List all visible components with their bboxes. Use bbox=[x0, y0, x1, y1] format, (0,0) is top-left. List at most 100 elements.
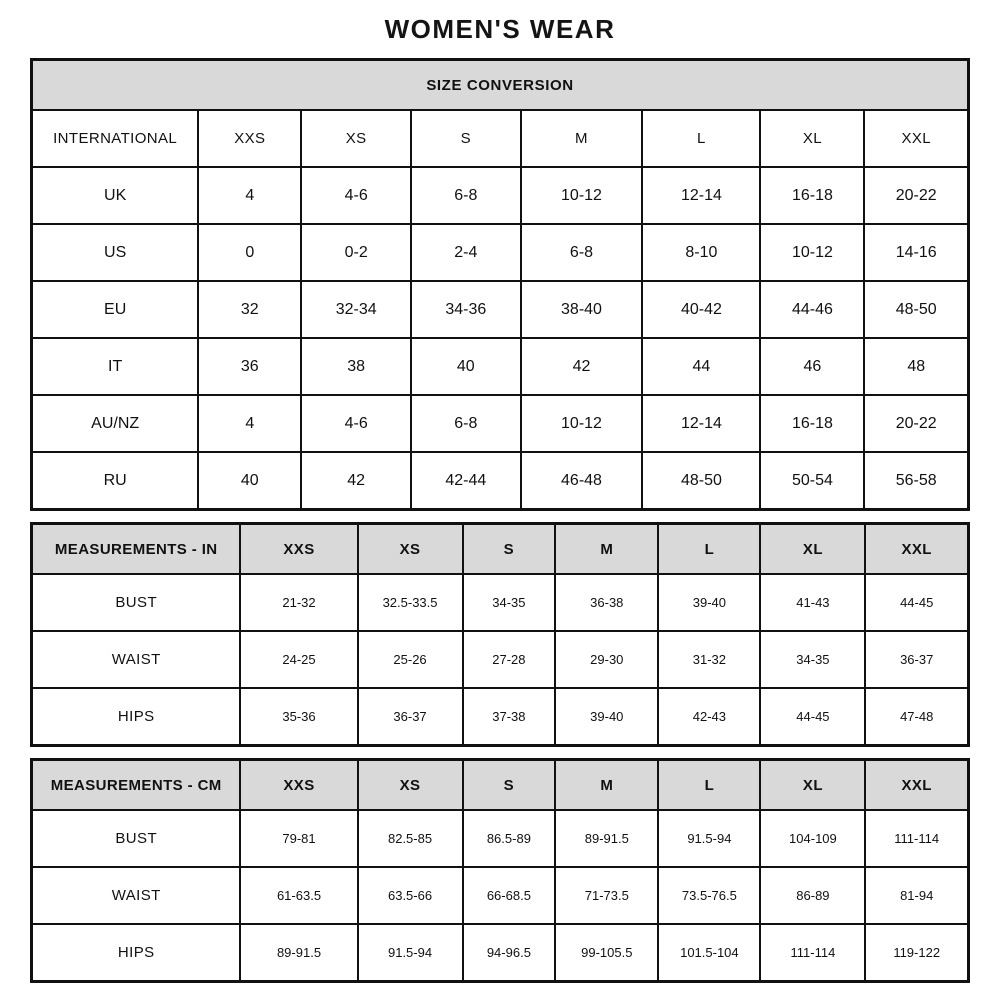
size_conversion-it-xxl: 48 bbox=[863, 337, 970, 396]
measurements_cm-bust-m: 89-91.5 bbox=[554, 809, 660, 868]
size_conversion-au-nz-xs: 4-6 bbox=[300, 394, 412, 453]
measurements_cm-waist-l: 73.5-76.5 bbox=[657, 866, 762, 925]
measurements_in-header-l: L bbox=[657, 522, 762, 575]
measurements_cm-hips-xl: 111-114 bbox=[759, 923, 867, 983]
measurements_cm-row-hips: HIPS 89-91.5 91.5-94 94-96.5 99-105.5 101.5-1… bbox=[30, 923, 970, 983]
measurements_cm-header-xxl: XXL bbox=[864, 758, 970, 811]
measurements-in-table: MEASUREMENTS - IN XXS XS S M L XL XXL BUST 21-32 3… bbox=[30, 522, 970, 747]
size_conversion-us-xl: 10-12 bbox=[759, 223, 866, 282]
measurements_in-bust-xxl: 44-45 bbox=[864, 573, 970, 632]
measurements_cm-hips-xxl: 119-122 bbox=[864, 923, 970, 983]
measurements_cm-waist-xxs: 61-63.5 bbox=[239, 866, 359, 925]
size_conversion-header-xxl: XXL bbox=[863, 109, 970, 168]
row-label: US bbox=[30, 223, 200, 282]
measurements_cm-bust-xxl: 111-114 bbox=[864, 809, 970, 868]
measurements_cm-row-waist: WAIST 61-63.5 63.5-66 66-68.5 71-73.5 73.5-76… bbox=[30, 866, 970, 925]
measurements_cm-header-m: M bbox=[554, 758, 660, 811]
size_conversion-ru-xxs: 40 bbox=[197, 451, 303, 511]
measurements_in-header-xs: XS bbox=[356, 522, 464, 575]
size_conversion-eu-xxl: 48-50 bbox=[863, 280, 970, 339]
measurements_cm-bust-xl: 104-109 bbox=[759, 809, 867, 868]
size_conversion-ru-xl: 50-54 bbox=[759, 451, 866, 511]
measurements_in-bust-l: 39-40 bbox=[657, 573, 762, 632]
measurements_in-bust-s: 34-35 bbox=[461, 573, 557, 632]
measurements_in-waist-xl: 34-35 bbox=[759, 630, 867, 689]
row-label: EU bbox=[30, 280, 200, 339]
size_conversion-title-row: SIZE CONVERSION bbox=[30, 58, 970, 111]
measurements_in-header-row: MEASUREMENTS - IN XXS XS S M L XL XXL bbox=[30, 522, 970, 575]
measurements_cm-header-xl: XL bbox=[759, 758, 867, 811]
size_conversion-row-uk: UK 4 4-6 6-8 10-12 12-14 16-18 20-22 bbox=[30, 166, 970, 225]
row-label: BUST bbox=[30, 809, 242, 868]
size_conversion-it-xxs: 36 bbox=[197, 337, 303, 396]
size_conversion-header-m: M bbox=[519, 109, 644, 168]
size_conversion-uk-xxs: 4 bbox=[197, 166, 303, 225]
measurements_cm-hips-xs: 91.5-94 bbox=[356, 923, 464, 983]
size_conversion-au-nz-l: 12-14 bbox=[641, 394, 762, 453]
size_conversion-ru-m: 46-48 bbox=[519, 451, 644, 511]
size_conversion-eu-xxs: 32 bbox=[197, 280, 303, 339]
measurements_cm-hips-l: 101.5-104 bbox=[657, 923, 762, 983]
size_conversion-au-nz-xxs: 4 bbox=[197, 394, 303, 453]
row-label: AU/NZ bbox=[30, 394, 200, 453]
measurements_in-header-xxs: XXS bbox=[239, 522, 359, 575]
size_conversion-us-xxs: 0 bbox=[197, 223, 303, 282]
size_conversion-row-au-nz: AU/NZ 4 4-6 6-8 10-12 12-14 16-18 20-22 bbox=[30, 394, 970, 453]
measurements-cm-table: MEASUREMENTS - CM XXS XS S M L XL XXL BUST 79-81 8… bbox=[30, 758, 970, 983]
measurements_cm-hips-m: 99-105.5 bbox=[554, 923, 660, 983]
size_conversion-ru-xs: 42 bbox=[300, 451, 412, 511]
measurements_in-row-hips: HIPS 35-36 36-37 37-38 39-40 42-43 44-45 47-48 bbox=[30, 687, 970, 747]
measurements_in-hips-m: 39-40 bbox=[554, 687, 660, 747]
measurements_in-bust-m: 36-38 bbox=[554, 573, 660, 632]
measurements_in-hips-l: 42-43 bbox=[657, 687, 762, 747]
size_conversion-header-s: S bbox=[409, 109, 522, 168]
size_conversion-au-nz-xxl: 20-22 bbox=[863, 394, 970, 453]
size_conversion-eu-m: 38-40 bbox=[519, 280, 644, 339]
size_conversion-au-nz-s: 6-8 bbox=[409, 394, 522, 453]
measurements_in-row-waist: WAIST 24-25 25-26 27-28 29-30 31-32 34-35 36-37 bbox=[30, 630, 970, 689]
size_conversion-it-s: 40 bbox=[409, 337, 522, 396]
row-label: HIPS bbox=[30, 687, 242, 747]
size_conversion-us-l: 8-10 bbox=[641, 223, 762, 282]
measurements_in-header-s: S bbox=[461, 522, 557, 575]
size_conversion-eu-l: 40-42 bbox=[641, 280, 762, 339]
row-label: UK bbox=[30, 166, 200, 225]
size_conversion-uk-xl: 16-18 bbox=[759, 166, 866, 225]
size_conversion-uk-l: 12-14 bbox=[641, 166, 762, 225]
row-label: RU bbox=[30, 451, 200, 511]
measurements_cm-header-xxs: XXS bbox=[239, 758, 359, 811]
size_conversion-header-xl: XL bbox=[759, 109, 866, 168]
measurements_cm-bust-l: 91.5-94 bbox=[657, 809, 762, 868]
measurements_in-bust-xl: 41-43 bbox=[759, 573, 867, 632]
measurements_in-waist-xxs: 24-25 bbox=[239, 630, 359, 689]
measurements_in-waist-xs: 25-26 bbox=[356, 630, 464, 689]
size_conversion-ru-s: 42-44 bbox=[409, 451, 522, 511]
measurements_in-hips-xxl: 47-48 bbox=[864, 687, 970, 747]
size_conversion-it-xs: 38 bbox=[300, 337, 412, 396]
measurements_cm-header-measurements-cm: MEASUREMENTS - CM bbox=[30, 758, 242, 811]
size_conversion-uk-m: 10-12 bbox=[519, 166, 644, 225]
measurements_in-waist-xxl: 36-37 bbox=[864, 630, 970, 689]
size_conversion-header-row: INTERNATIONAL XXS XS S M L XL XXL bbox=[30, 109, 970, 168]
measurements_cm-waist-xxl: 81-94 bbox=[864, 866, 970, 925]
measurements_in-bust-xxs: 21-32 bbox=[239, 573, 359, 632]
row-label: HIPS bbox=[30, 923, 242, 983]
size_conversion-ru-xxl: 56-58 bbox=[863, 451, 970, 511]
size_conversion-it-m: 42 bbox=[519, 337, 644, 396]
size_conversion-us-m: 6-8 bbox=[519, 223, 644, 282]
page-title: WOMEN'S WEAR bbox=[384, 14, 616, 44]
size_conversion-eu-s: 34-36 bbox=[409, 280, 522, 339]
measurements_cm-header-l: L bbox=[657, 758, 762, 811]
measurements_in-waist-s: 27-28 bbox=[461, 630, 557, 689]
size_conversion-us-xs: 0-2 bbox=[300, 223, 412, 282]
measurements_cm-header-xs: XS bbox=[356, 758, 464, 811]
measurements_cm-bust-xxs: 79-81 bbox=[239, 809, 359, 868]
measurements_in-header-m: M bbox=[554, 522, 660, 575]
measurements_cm-waist-m: 71-73.5 bbox=[554, 866, 660, 925]
row-label: IT bbox=[30, 337, 200, 396]
size_conversion-ru-l: 48-50 bbox=[641, 451, 762, 511]
size-conversion-table: SIZE CONVERSION INTERNATIONAL XXS XS S M L XL XX… bbox=[30, 58, 970, 511]
measurements_cm-header-row: MEASUREMENTS - CM XXS XS S M L XL XXL bbox=[30, 758, 970, 811]
size_conversion-eu-xs: 32-34 bbox=[300, 280, 412, 339]
size_conversion-uk-xxl: 20-22 bbox=[863, 166, 970, 225]
